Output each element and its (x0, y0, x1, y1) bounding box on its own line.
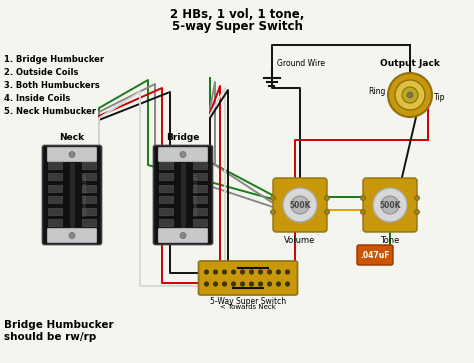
Bar (82, 162, 96, 169)
Bar (48, 162, 62, 169)
Text: Ground Wire: Ground Wire (277, 60, 325, 69)
Circle shape (231, 282, 236, 286)
Circle shape (325, 209, 329, 215)
Text: 5. Neck Humbucker: 5. Neck Humbucker (4, 107, 96, 116)
Circle shape (271, 196, 275, 200)
Circle shape (271, 209, 275, 215)
Text: Ring: Ring (369, 86, 386, 95)
Circle shape (395, 80, 425, 110)
Circle shape (285, 282, 290, 286)
Circle shape (373, 188, 407, 222)
Text: 5-Way Super Switch: 5-Way Super Switch (210, 297, 286, 306)
Circle shape (69, 232, 75, 238)
FancyBboxPatch shape (47, 147, 97, 162)
Bar (193, 174, 207, 180)
Circle shape (222, 270, 227, 274)
Bar (48, 219, 62, 226)
Bar (48, 208, 62, 215)
Text: 500K: 500K (379, 200, 401, 209)
Text: 1. Bridge Humbucker: 1. Bridge Humbucker (4, 55, 104, 64)
Circle shape (213, 270, 218, 274)
Circle shape (361, 196, 365, 200)
Circle shape (325, 196, 329, 200)
Bar (159, 208, 173, 215)
FancyBboxPatch shape (158, 228, 208, 242)
Circle shape (267, 282, 272, 286)
FancyBboxPatch shape (199, 261, 298, 295)
Circle shape (381, 196, 399, 214)
Text: 5-way Super Switch: 5-way Super Switch (172, 20, 302, 33)
Text: Volume: Volume (284, 236, 316, 245)
Circle shape (402, 87, 418, 103)
Bar (48, 196, 62, 203)
Text: Output Jack: Output Jack (380, 59, 440, 68)
Text: 2. Outside Coils: 2. Outside Coils (4, 68, 78, 77)
Circle shape (414, 196, 419, 200)
Bar (159, 185, 173, 192)
Bar (82, 185, 96, 192)
Text: u: u (408, 92, 412, 98)
Circle shape (285, 270, 290, 274)
Text: Bridge Humbucker: Bridge Humbucker (4, 320, 114, 330)
FancyBboxPatch shape (363, 178, 417, 232)
Bar (82, 219, 96, 226)
FancyBboxPatch shape (154, 146, 212, 245)
Text: Bridge: Bridge (166, 134, 200, 143)
Text: 4. Inside Coils: 4. Inside Coils (4, 94, 70, 103)
Bar (193, 196, 207, 203)
Text: 3. Both Humbuckers: 3. Both Humbuckers (4, 81, 100, 90)
Circle shape (231, 270, 236, 274)
Circle shape (414, 209, 419, 215)
Circle shape (291, 196, 309, 214)
Circle shape (361, 209, 365, 215)
Bar (159, 196, 173, 203)
Text: Tip: Tip (434, 93, 446, 102)
Circle shape (180, 151, 186, 158)
Circle shape (204, 270, 209, 274)
Text: Neck: Neck (59, 134, 84, 143)
Circle shape (69, 151, 75, 158)
Bar (82, 174, 96, 180)
Bar (193, 185, 207, 192)
Circle shape (388, 73, 432, 117)
Bar (82, 208, 96, 215)
Text: 2 HBs, 1 vol, 1 tone,: 2 HBs, 1 vol, 1 tone, (170, 8, 304, 21)
Bar (159, 219, 173, 226)
Circle shape (276, 282, 281, 286)
Bar (159, 162, 173, 169)
Circle shape (283, 188, 317, 222)
Circle shape (258, 282, 263, 286)
Bar (193, 219, 207, 226)
Circle shape (249, 282, 254, 286)
FancyBboxPatch shape (273, 178, 327, 232)
FancyBboxPatch shape (47, 228, 97, 242)
Circle shape (258, 270, 263, 274)
Circle shape (267, 270, 272, 274)
Text: Seymour Duncan: Seymour Duncan (194, 174, 200, 216)
FancyBboxPatch shape (158, 147, 208, 162)
Bar (82, 196, 96, 203)
Circle shape (180, 232, 186, 238)
FancyBboxPatch shape (43, 146, 101, 245)
Circle shape (407, 92, 413, 98)
Circle shape (240, 270, 245, 274)
Circle shape (276, 270, 281, 274)
Circle shape (204, 282, 209, 286)
Circle shape (222, 282, 227, 286)
Bar (193, 162, 207, 169)
Bar (48, 174, 62, 180)
Text: Seymour Duncan: Seymour Duncan (83, 174, 89, 216)
FancyBboxPatch shape (357, 245, 393, 265)
Text: < Towards Neck: < Towards Neck (220, 304, 276, 310)
Bar (193, 208, 207, 215)
Circle shape (240, 282, 245, 286)
Text: 500K: 500K (289, 200, 311, 209)
Circle shape (249, 270, 254, 274)
Text: should be rw/rp: should be rw/rp (4, 332, 96, 342)
Circle shape (213, 282, 218, 286)
Bar (159, 174, 173, 180)
Bar (48, 185, 62, 192)
Text: .047uF: .047uF (360, 250, 390, 260)
Text: Tone: Tone (380, 236, 400, 245)
